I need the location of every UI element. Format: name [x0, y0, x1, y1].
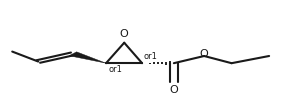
Text: O: O	[120, 29, 128, 39]
Text: or1: or1	[144, 52, 157, 60]
Polygon shape	[69, 52, 106, 63]
Text: O: O	[169, 85, 178, 95]
Text: O: O	[200, 49, 209, 59]
Text: or1: or1	[108, 65, 122, 74]
